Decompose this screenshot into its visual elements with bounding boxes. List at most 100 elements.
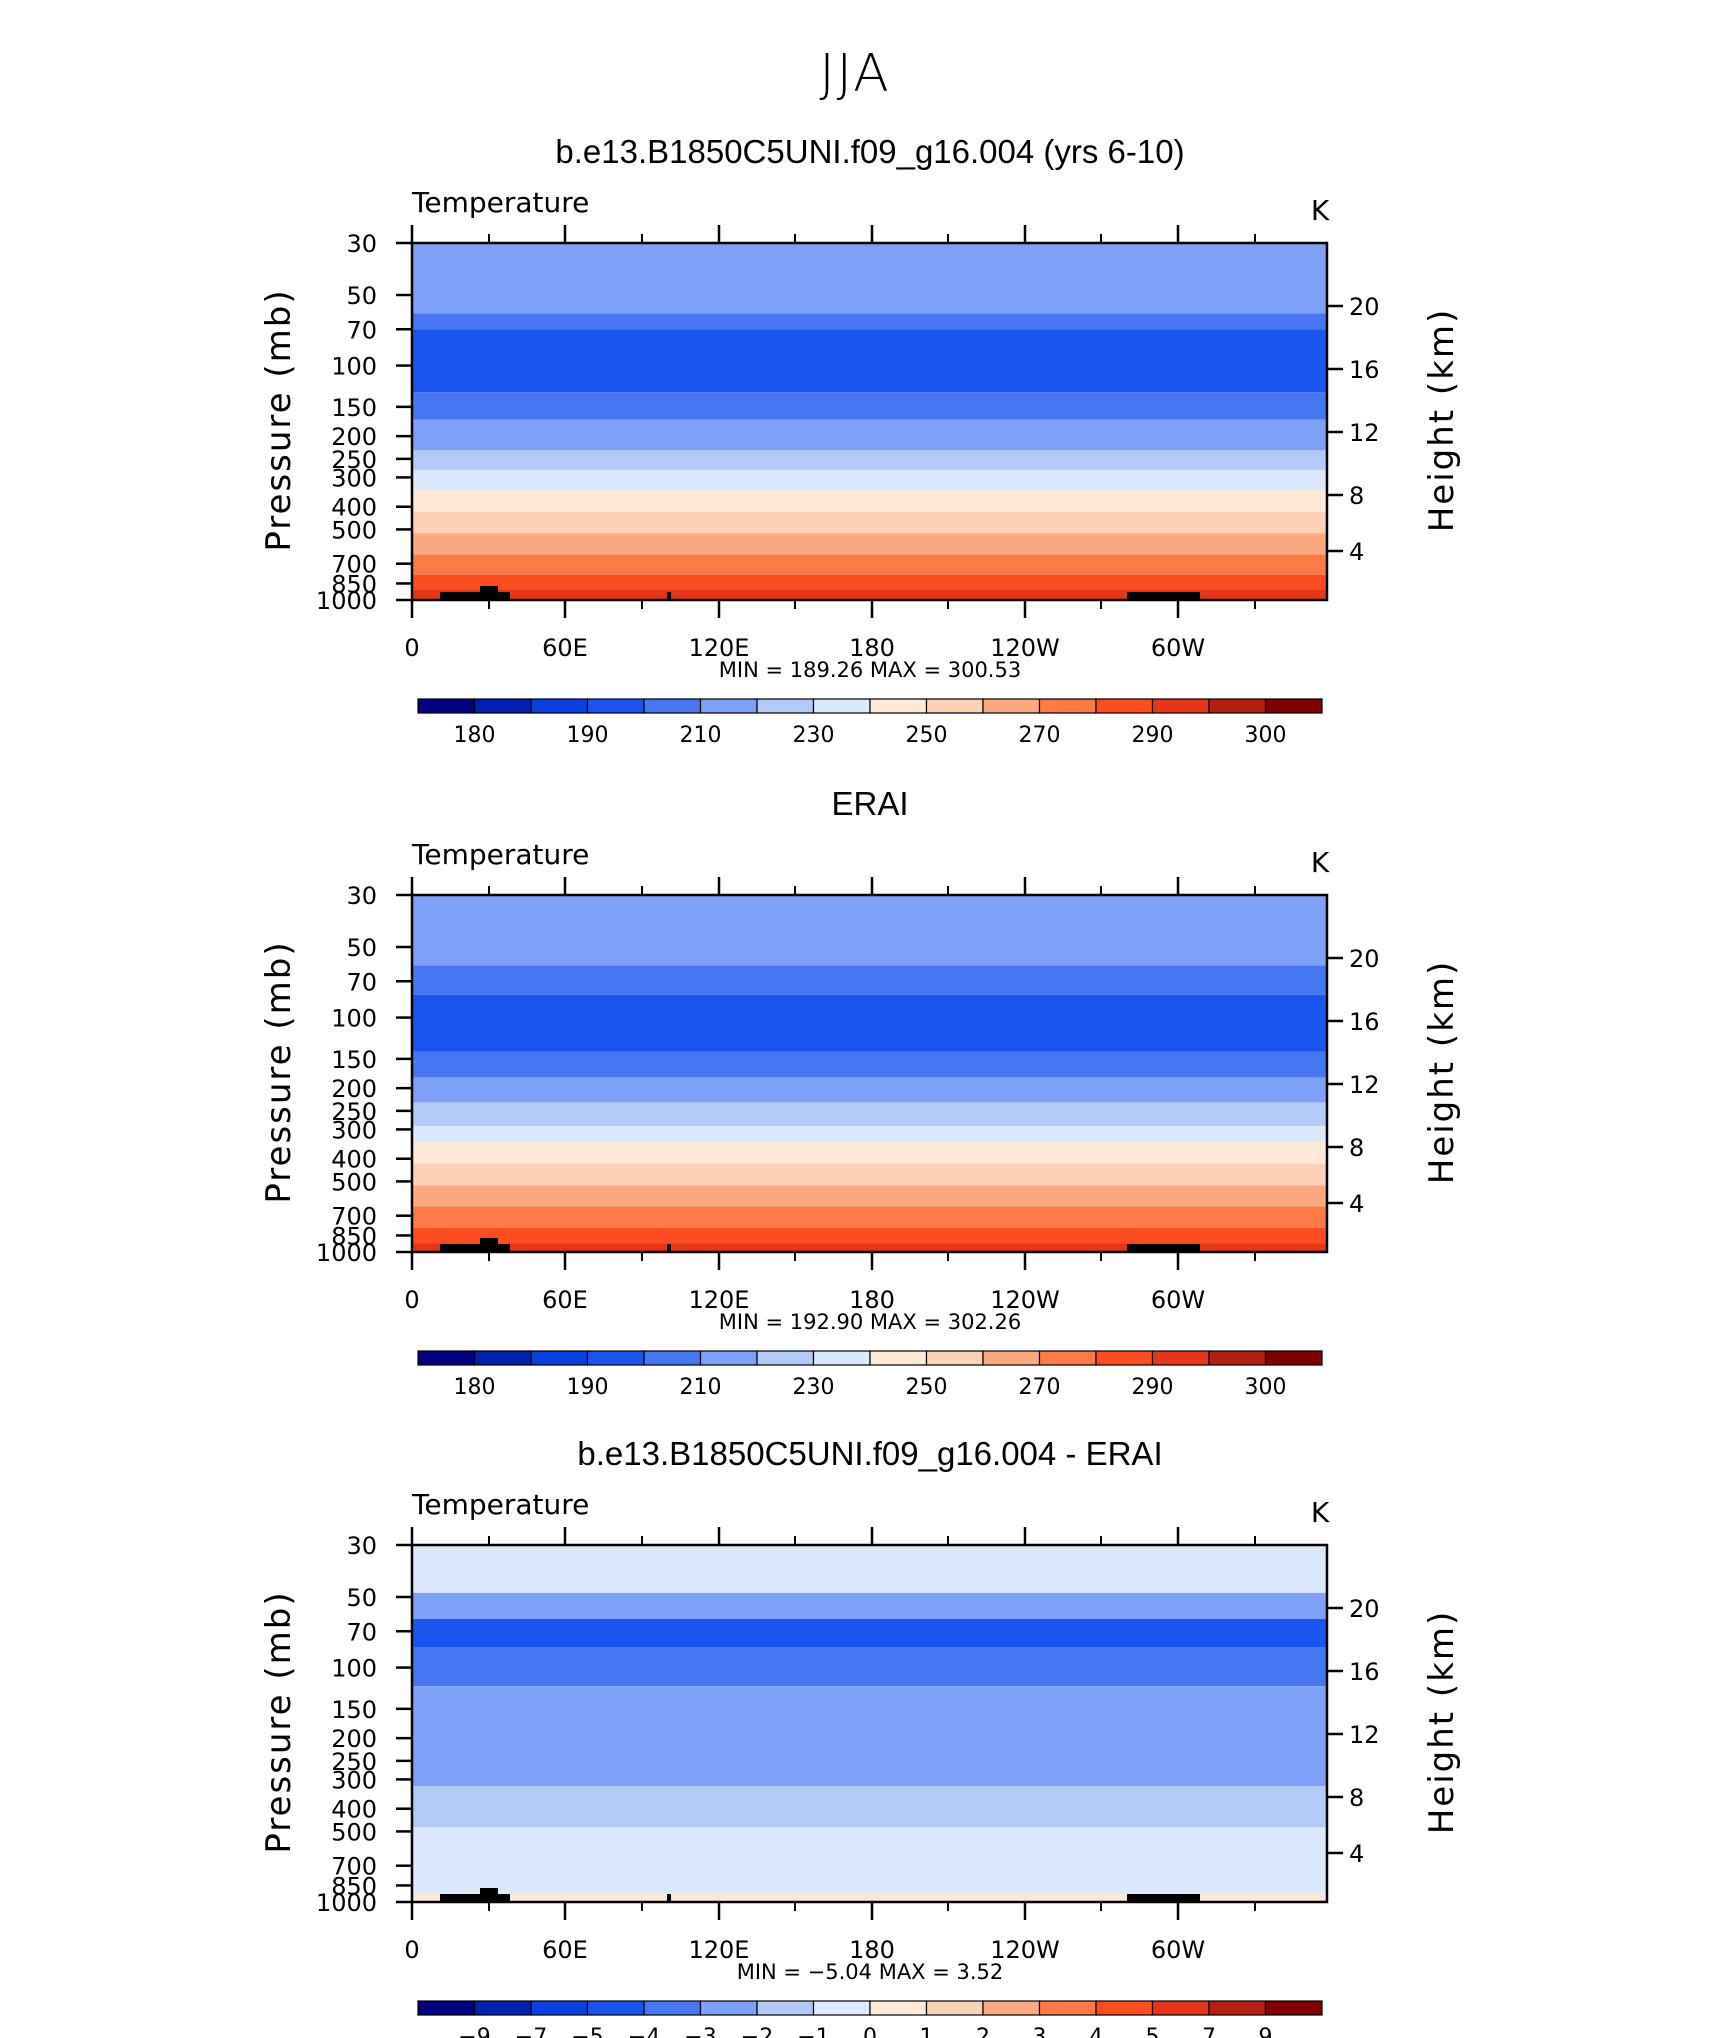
land-mask [440,592,510,600]
colorbar-box [530,698,589,714]
y-tick-label: 1000 [316,1239,377,1267]
contour-band [412,313,1327,330]
land-mask [440,1244,510,1252]
colorbar-box [1208,1350,1267,1366]
y-tick-label: 850 [331,1222,377,1250]
colorbar-box [1095,1350,1154,1366]
y-tick-label: 200 [331,1725,377,1753]
y-axis-title: Pressure (mb) [259,1590,299,1853]
contour-band [412,1125,1327,1143]
contour-band [412,533,1327,555]
land-mask [480,1888,498,1902]
contour-band [412,1102,1327,1126]
colorbar-box [756,1350,815,1366]
colorbar-label: 210 [680,723,722,748]
colorbar-label: 250 [906,723,948,748]
colorbar-label: −7 [515,2025,547,2038]
y-tick-label: 100 [331,353,377,381]
colorbar-label: 9 [1259,2025,1273,2038]
y-tick-label: 1000 [316,587,377,615]
colorbar-box [812,1350,871,1366]
colorbar-label: 250 [906,1375,948,1400]
colorbar-box [1208,2000,1267,2016]
land-mask [440,1894,510,1902]
colorbar-box [1151,2000,1210,2016]
colorbar-label: 270 [1019,723,1061,748]
y-tick-label: 30 [346,230,377,258]
colorbar-box [925,1350,984,1366]
colorbar-label: −1 [797,2025,829,2038]
colorbar-label: 3 [1033,2025,1047,2038]
colorbar-box [869,698,928,714]
colorbar-label: 290 [1132,723,1174,748]
colorbar-label: 190 [567,1375,609,1400]
colorbar-box [982,1350,1041,1366]
contour-band [412,1185,1327,1207]
y2-axis-title: Height (km) [1422,960,1462,1185]
land-mask [1127,1244,1200,1252]
contour-band [412,1206,1327,1229]
colorbar-label: 1 [920,2025,934,2038]
y-tick-label: 30 [346,882,377,910]
colorbar-label: 230 [793,1375,835,1400]
colorbar-box [586,1350,645,1366]
y2-tick-label: 8 [1349,1784,1364,1812]
colorbar-box [1095,698,1154,714]
colorbar-box [812,698,871,714]
panel-title: b.e13.B1850C5UNI.f09_g16.004 - ERAI [577,1435,1162,1472]
y2-tick-label: 4 [1349,1840,1364,1868]
contour-band [412,1592,1327,1619]
y2-tick-label: 12 [1349,419,1380,447]
units-label: K [1311,846,1330,879]
y-tick-label: 1000 [316,1889,377,1917]
y-axis-title: Pressure (mb) [259,288,299,551]
x-tick-label: 60W [1151,1936,1205,1964]
min-max-stats: MIN = 189.26 MAX = 300.53 [719,658,1021,682]
y2-tick-label: 16 [1349,1658,1380,1686]
x-tick-label: 60E [542,1286,588,1314]
colorbar-box [982,2000,1041,2016]
colorbar-box [1151,698,1210,714]
colorbar-box [417,2000,476,2016]
colorbar-label: 4 [1089,2025,1103,2038]
y-tick-label: 500 [331,1818,377,1846]
y-tick-label: 250 [331,1098,377,1126]
y-tick-label: 500 [331,1168,377,1196]
contour-band [412,329,1327,393]
y-tick-label: 250 [331,1748,377,1776]
plot-frame [410,893,1329,1254]
contour-band [412,589,1327,600]
colorbar-label: −4 [628,2025,660,2038]
colorbar-label: 210 [680,1375,722,1400]
x-tick-label: 120W [990,1936,1060,1964]
x-tick-label: 180 [849,1936,895,1964]
colorbar-box [1038,1350,1097,1366]
colorbar-box [1264,2000,1323,2016]
variable-label: Temperature [411,1488,589,1521]
colorbar-box [925,698,984,714]
colorbar-box [1151,1350,1210,1366]
x-tick-label: 120E [689,1286,750,1314]
y-tick-label: 700 [331,1203,377,1231]
y-tick-label: 70 [346,968,377,996]
y-tick-label: 400 [331,1146,377,1174]
y2-tick-label: 20 [1349,293,1380,321]
y-tick-label: 850 [331,1872,377,1900]
contour-band [412,994,1327,1052]
chart-panel-1: b.e13.B1850C5UNI.f09_g16.004 (yrs 6-10) T… [259,133,1462,748]
y-tick-label: 50 [346,1584,377,1612]
units-label: K [1311,1496,1330,1529]
y2-tick-label: 8 [1349,482,1364,510]
land-mask [1127,592,1200,600]
land-mask [480,586,498,600]
y-tick-label: 150 [331,1046,377,1074]
contour-band [412,243,1327,314]
y-tick-label: 250 [331,446,377,474]
colorbar-label: 290 [1132,1375,1174,1400]
plot-frame [410,1543,1329,1904]
figure-title: JJA [819,44,891,104]
y-tick-label: 300 [331,1116,377,1144]
y2-axis-title: Height (km) [1422,1610,1462,1835]
chart-panel-2: ERAI Temperature K 0 60E 120E 180 120W 60W 30 50 70… [259,785,1462,1400]
